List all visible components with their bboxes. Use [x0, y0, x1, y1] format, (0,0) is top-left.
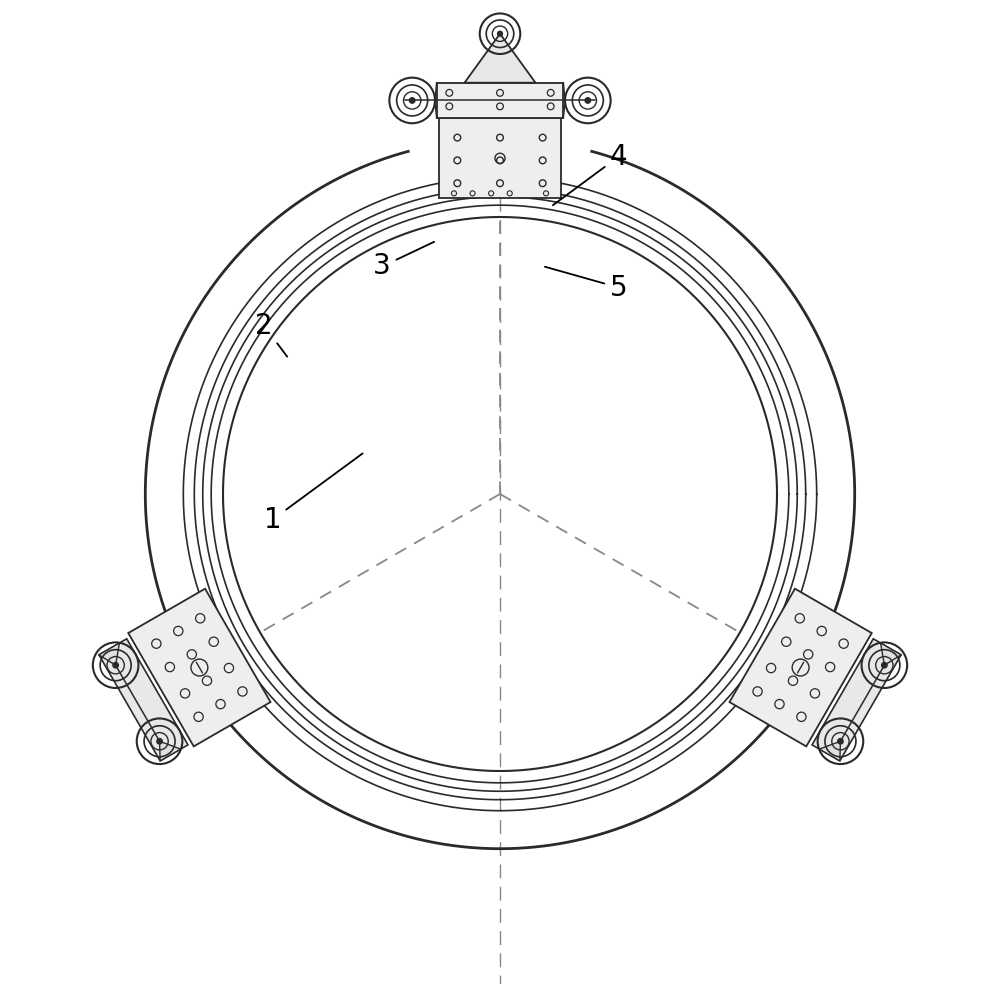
Circle shape — [157, 739, 162, 744]
Polygon shape — [465, 34, 535, 83]
Circle shape — [498, 32, 502, 37]
Text: 4: 4 — [553, 142, 627, 206]
Text: 1: 1 — [264, 453, 363, 534]
Bar — [437, 83, 563, 119]
Circle shape — [838, 739, 843, 744]
Polygon shape — [819, 741, 840, 761]
Polygon shape — [128, 589, 271, 746]
Text: 3: 3 — [373, 242, 434, 281]
Circle shape — [113, 663, 118, 668]
Circle shape — [882, 663, 887, 668]
Polygon shape — [160, 741, 181, 761]
Polygon shape — [99, 643, 119, 665]
Polygon shape — [881, 643, 901, 665]
Text: 5: 5 — [545, 267, 627, 301]
Bar — [439, 119, 561, 199]
Text: 2: 2 — [255, 311, 287, 357]
Polygon shape — [729, 589, 872, 746]
Polygon shape — [99, 639, 188, 761]
Circle shape — [585, 98, 591, 103]
Circle shape — [409, 98, 415, 103]
Polygon shape — [812, 639, 901, 761]
